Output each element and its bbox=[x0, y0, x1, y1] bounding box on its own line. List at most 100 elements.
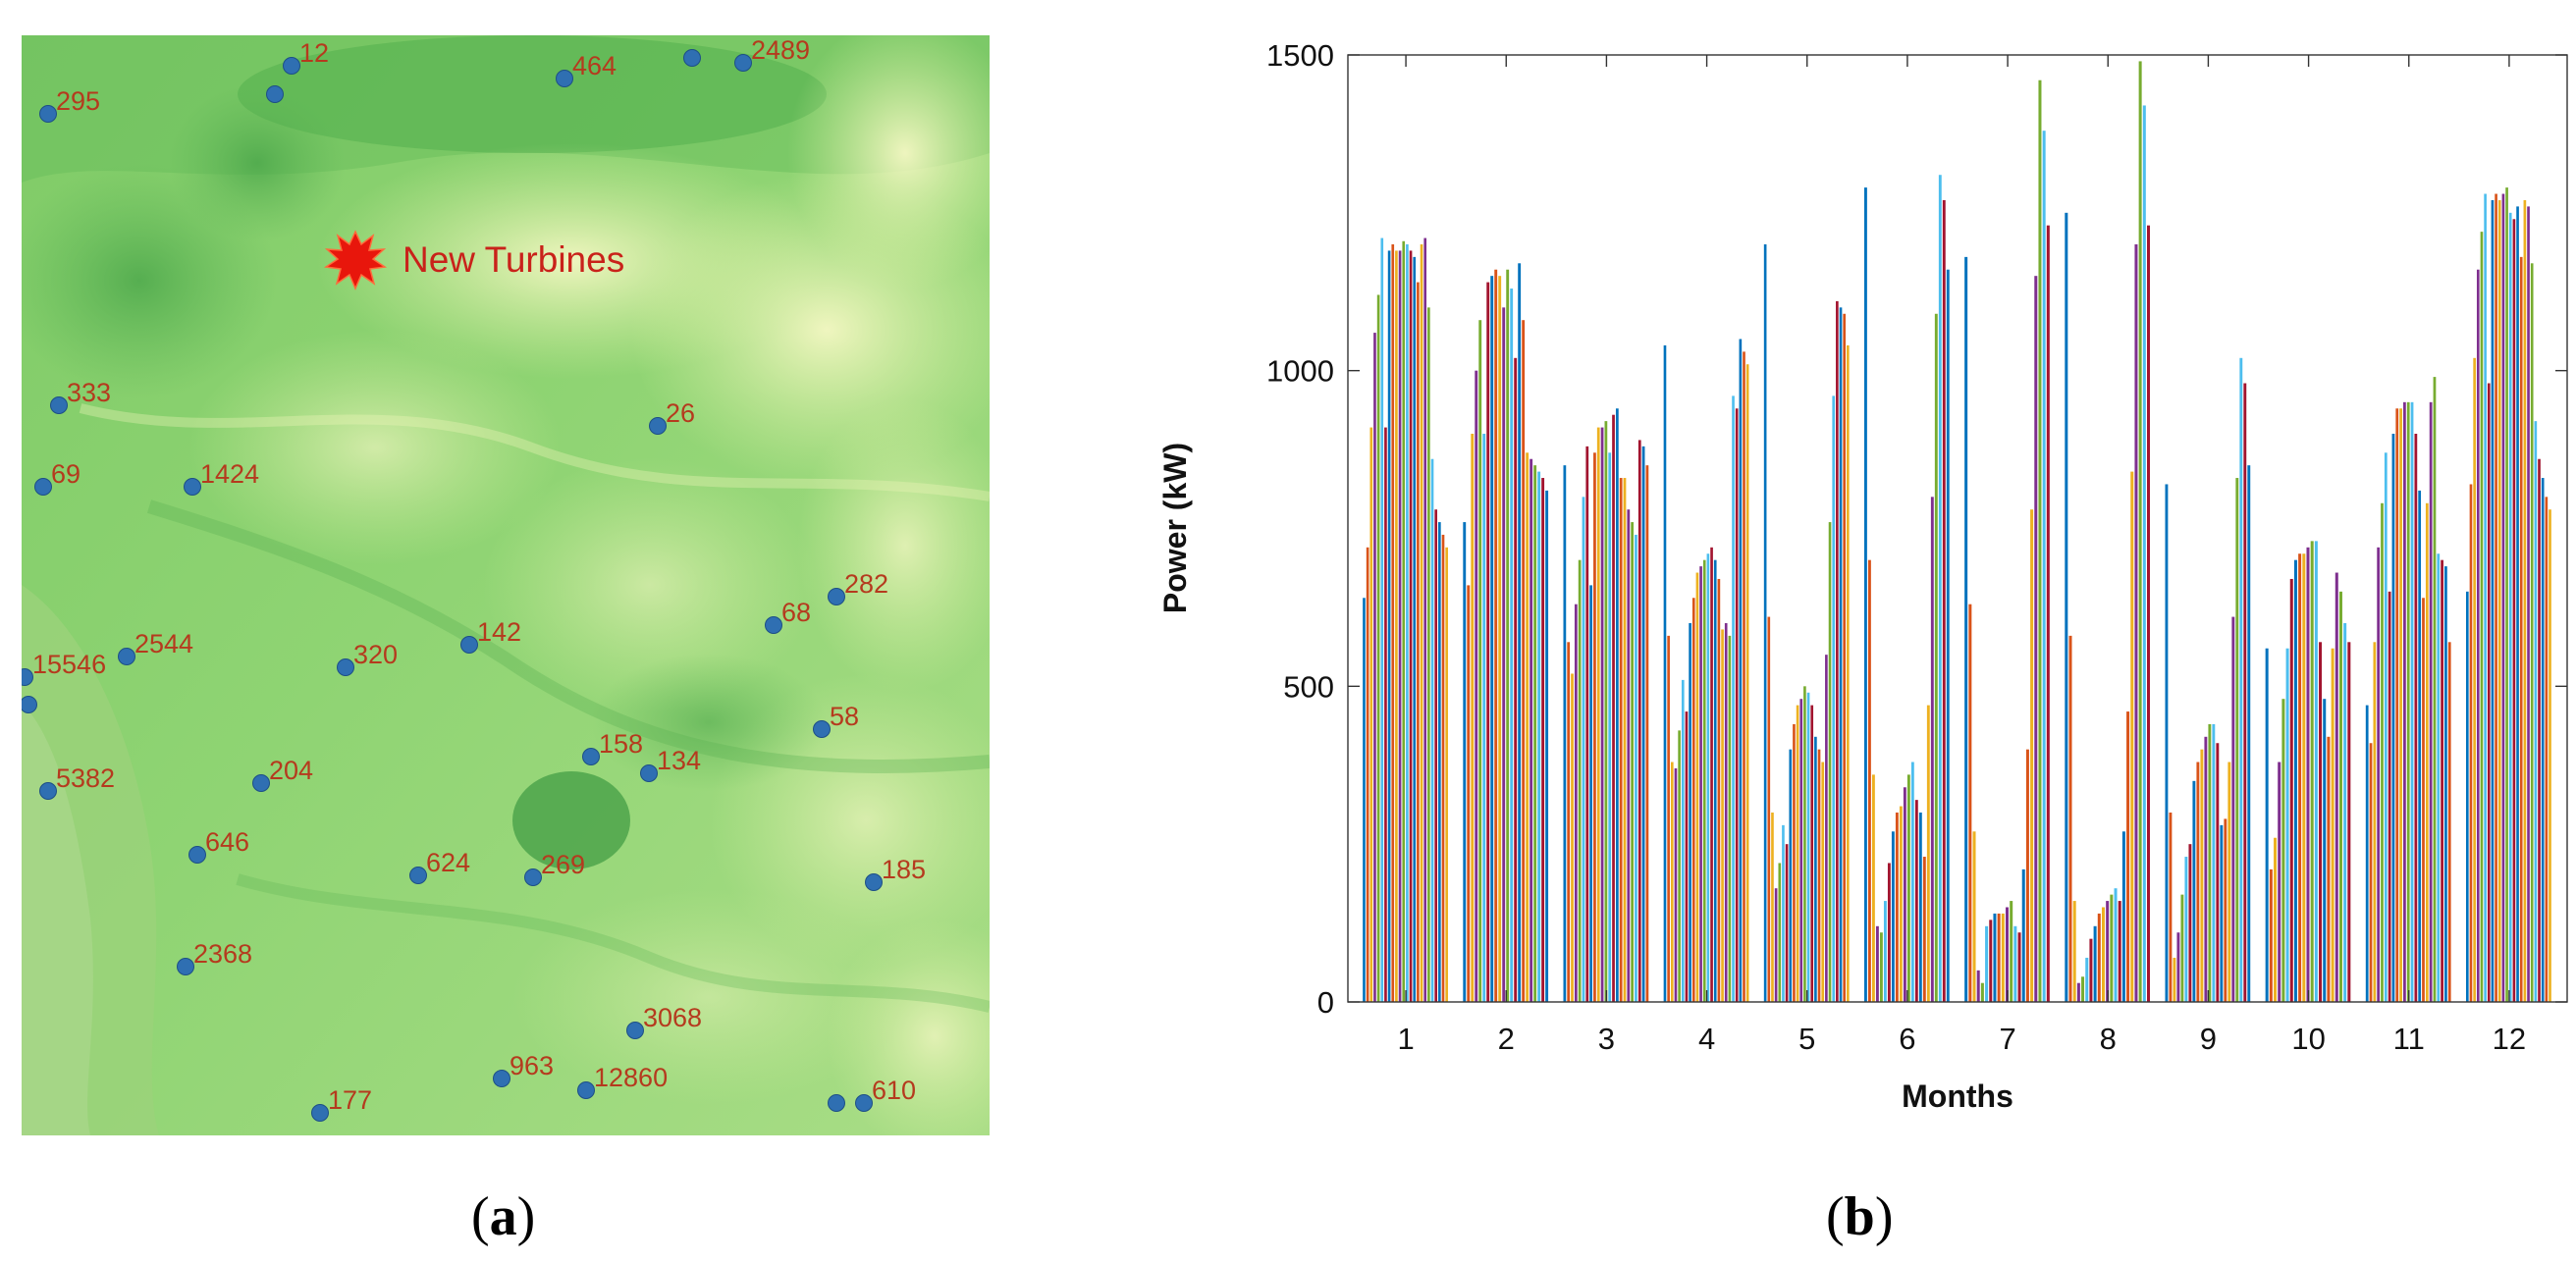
bar bbox=[1922, 857, 1926, 1002]
bar bbox=[2169, 813, 2173, 1002]
station-2: 295 bbox=[39, 86, 100, 123]
bar bbox=[2208, 723, 2212, 1002]
x-tick-label: 10 bbox=[2291, 1022, 2325, 1056]
station-24: 269 bbox=[524, 850, 585, 886]
station-label: 142 bbox=[477, 617, 521, 647]
bar bbox=[2076, 982, 2080, 1002]
bar bbox=[2130, 471, 2134, 1003]
bar bbox=[2441, 559, 2443, 1002]
bar bbox=[1883, 901, 1887, 1002]
bar bbox=[2334, 572, 2338, 1002]
bar bbox=[2118, 901, 2121, 1002]
bar bbox=[1490, 276, 1494, 1002]
bar bbox=[1596, 427, 1600, 1002]
bar bbox=[2013, 925, 2017, 1002]
bar bbox=[1384, 427, 1387, 1002]
bar bbox=[1420, 244, 1423, 1002]
bar bbox=[2173, 957, 2176, 1002]
bar bbox=[2505, 187, 2508, 1003]
bar bbox=[2422, 598, 2425, 1002]
bar bbox=[1567, 642, 1571, 1002]
bar bbox=[1514, 357, 1518, 1002]
bar bbox=[1417, 282, 1420, 1003]
bar bbox=[1545, 490, 1549, 1002]
bar bbox=[1828, 522, 1832, 1002]
bar bbox=[1710, 547, 1713, 1002]
bar bbox=[1663, 344, 1667, 1002]
bar bbox=[1681, 679, 1685, 1002]
station-label: 185 bbox=[882, 855, 926, 884]
bar bbox=[1879, 932, 1883, 1002]
bar bbox=[1871, 774, 1875, 1002]
bar bbox=[1438, 522, 1441, 1002]
bar bbox=[2306, 547, 2310, 1002]
bar bbox=[2516, 206, 2519, 1002]
x-tick-label: 12 bbox=[2493, 1022, 2526, 1056]
station-label: 963 bbox=[510, 1051, 554, 1080]
bar bbox=[1430, 458, 1434, 1003]
bar bbox=[2399, 408, 2402, 1002]
bar bbox=[1706, 553, 1710, 1002]
bar bbox=[1847, 344, 1850, 1002]
bar bbox=[1843, 313, 1846, 1002]
bar bbox=[1875, 925, 1879, 1002]
bar bbox=[2388, 591, 2391, 1002]
station-dot bbox=[188, 846, 206, 864]
bar bbox=[2285, 648, 2289, 1002]
station-8: 69 bbox=[34, 459, 80, 496]
month-1-bars bbox=[1363, 237, 1448, 1003]
station-29: 12860 bbox=[577, 1063, 668, 1099]
bar bbox=[1713, 559, 1717, 1002]
bar bbox=[1471, 434, 1475, 1002]
bar bbox=[1887, 863, 1891, 1002]
month-11-bars bbox=[2365, 377, 2451, 1003]
station-dot bbox=[177, 958, 194, 975]
station-label: 2489 bbox=[751, 35, 810, 65]
x-tick-label: 2 bbox=[1498, 1022, 1515, 1056]
bar bbox=[2065, 212, 2068, 1002]
bar bbox=[1821, 762, 1825, 1002]
bar bbox=[2180, 894, 2184, 1002]
station-label: 464 bbox=[572, 51, 617, 80]
bar bbox=[1771, 813, 1774, 1002]
station-16: 142 bbox=[460, 617, 521, 654]
bar bbox=[1685, 711, 1689, 1002]
bar bbox=[1724, 623, 1728, 1002]
bar bbox=[1836, 300, 1839, 1002]
bar bbox=[1589, 585, 1592, 1002]
station-12: 15546 bbox=[22, 650, 106, 686]
bar bbox=[2381, 502, 2384, 1002]
station-label: 26 bbox=[666, 398, 695, 428]
bar bbox=[1475, 370, 1478, 1002]
bar bbox=[2469, 484, 2473, 1003]
bar bbox=[1670, 762, 1674, 1002]
bar bbox=[1482, 434, 1486, 1002]
bar bbox=[1997, 913, 2001, 1002]
bar bbox=[1623, 478, 1627, 1002]
station-1 bbox=[266, 85, 284, 103]
bar bbox=[2005, 907, 2009, 1002]
station-label: 12860 bbox=[594, 1063, 668, 1092]
bar bbox=[2188, 844, 2192, 1002]
bar bbox=[1839, 307, 1843, 1003]
station-label: 5382 bbox=[56, 763, 115, 793]
x-tick-label: 3 bbox=[1598, 1022, 1615, 1056]
bar bbox=[1980, 982, 1984, 1002]
x-axis-title: Months bbox=[1902, 1078, 2013, 1114]
station-27: 3068 bbox=[626, 1003, 702, 1039]
bar bbox=[2508, 212, 2512, 1002]
bar bbox=[1645, 465, 1649, 1002]
bar bbox=[2534, 421, 2538, 1002]
bar bbox=[2530, 263, 2534, 1002]
bar bbox=[1441, 534, 1445, 1002]
station-label: 269 bbox=[541, 850, 585, 879]
bar bbox=[1530, 458, 1533, 1003]
bar bbox=[2437, 553, 2441, 1002]
bar bbox=[2484, 193, 2487, 1002]
bar bbox=[2121, 831, 2125, 1002]
station-label: 134 bbox=[657, 746, 701, 775]
bar bbox=[2147, 225, 2151, 1002]
new-turbines-marker: New Turbines bbox=[323, 230, 624, 290]
bar bbox=[2110, 894, 2114, 1002]
station-6: 333 bbox=[50, 378, 111, 414]
